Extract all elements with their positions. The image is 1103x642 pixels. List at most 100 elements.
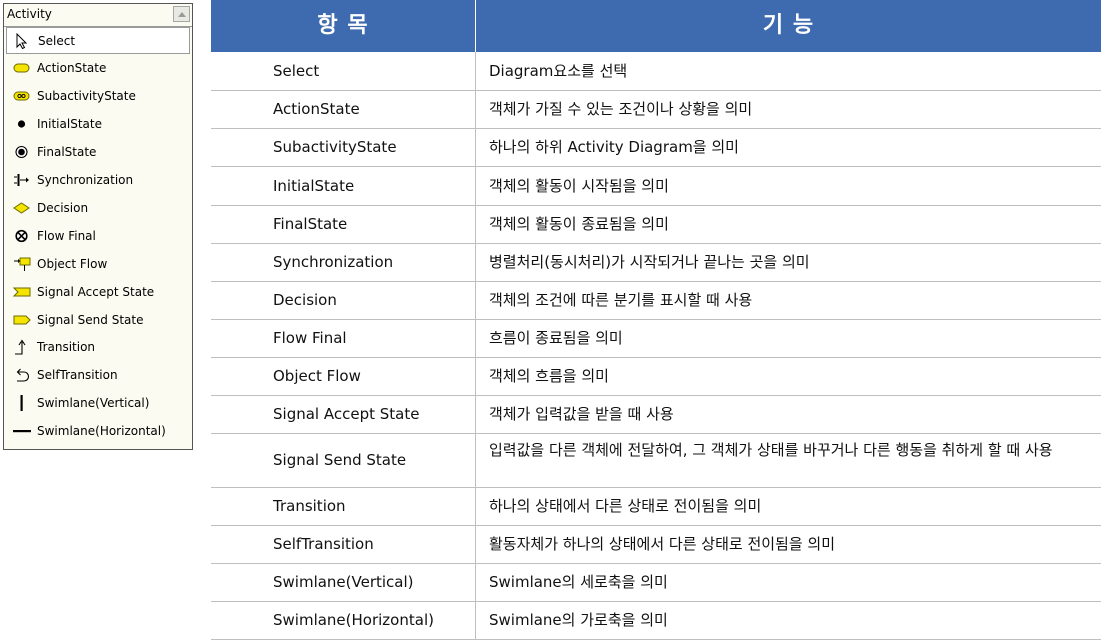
activity-palette: Activity Select ActionState SubactivitySta… bbox=[3, 3, 193, 450]
item-name-cell: Swimlane(Vertical) bbox=[273, 573, 414, 591]
palette-item-select[interactable]: Select bbox=[6, 27, 190, 54]
column-divider bbox=[475, 396, 476, 433]
signal-accept-icon bbox=[12, 284, 31, 300]
palette-item-label: Flow Final bbox=[37, 228, 96, 243]
palette-item-label: Select bbox=[38, 34, 76, 48]
column-divider bbox=[475, 282, 476, 319]
palette-item-label: Signal Accept State bbox=[37, 284, 155, 299]
table-row: Swimlane(Vertical) Swimlane의 세로축을 의미 bbox=[211, 564, 1101, 602]
column-divider bbox=[475, 129, 476, 166]
palette-item-transition[interactable]: Transition bbox=[6, 334, 190, 361]
palette-item-flow-final[interactable]: Flow Final bbox=[6, 223, 190, 250]
palette-item-subactivitystate[interactable]: SubactivityState bbox=[6, 83, 190, 110]
header-divider bbox=[475, 0, 476, 52]
cursor-arrow-icon bbox=[14, 32, 32, 50]
table-row: Transition 하나의 상태에서 다른 상태로 전이됨을 의미 bbox=[211, 488, 1101, 526]
palette-item-label: FinalState bbox=[37, 144, 97, 159]
item-name-cell: Swimlane(Horizontal) bbox=[273, 611, 434, 629]
table-row: Synchronization 병렬처리(동시처리)가 시작되거나 끝나는 곳을 … bbox=[211, 244, 1101, 282]
palette-item-selftransition[interactable]: SelfTransition bbox=[6, 362, 190, 389]
scroll-up-button[interactable] bbox=[173, 6, 190, 22]
function-desc-cell: 객체가 입력값을 받을 때 사용 bbox=[489, 405, 674, 423]
synchronization-icon bbox=[13, 172, 31, 188]
swimlane-vertical-icon bbox=[13, 395, 31, 412]
table-row: Signal Accept State 객체가 입력값을 받을 때 사용 bbox=[211, 396, 1101, 434]
palette-item-label: Swimlane(Horizontal) bbox=[37, 424, 166, 439]
item-name-cell: InitialState bbox=[273, 176, 355, 195]
table-row: ActionState 객체가 가질 수 있는 조건이나 상황을 의미 bbox=[211, 91, 1101, 129]
item-name-cell: SelfTransition bbox=[273, 535, 374, 553]
palette-item-decision[interactable]: Decision bbox=[6, 195, 190, 222]
table-row: Object Flow 객체의 흐름을 의미 bbox=[211, 358, 1101, 396]
palette-item-label: Transition bbox=[37, 340, 96, 355]
column-divider bbox=[475, 91, 476, 128]
palette-item-swimlane-vertical[interactable]: Swimlane(Vertical) bbox=[6, 390, 190, 417]
palette-item-swimlane-horizontal[interactable]: Swimlane(Horizontal) bbox=[6, 418, 190, 445]
table-row: SelfTransition 활동자체가 하나의 상태에서 다른 상태로 전이됨을… bbox=[211, 526, 1101, 564]
function-desc-cell: 객체의 조건에 따른 분기를 표시할 때 사용 bbox=[489, 291, 753, 309]
item-name-cell: FinalState bbox=[273, 215, 348, 233]
function-desc-cell: 병렬처리(동시처리)가 시작되거나 끝나는 곳을 의미 bbox=[489, 253, 810, 271]
signal-send-icon bbox=[13, 312, 31, 328]
function-desc-cell: 객체의 활동이 시작됨을 의미 bbox=[489, 176, 669, 195]
item-name-cell: Select bbox=[273, 61, 320, 80]
palette-item-label: ActionState bbox=[37, 60, 107, 75]
column-divider bbox=[475, 488, 476, 525]
table-header: 항 목 기 능 bbox=[211, 0, 1101, 52]
palette-item-label: Signal Send State bbox=[37, 312, 144, 327]
item-name-cell: Signal Accept State bbox=[273, 405, 420, 423]
item-name-cell: Decision bbox=[273, 291, 337, 309]
palette-item-signal-accept-state[interactable]: Signal Accept State bbox=[6, 279, 190, 306]
column-divider bbox=[475, 167, 476, 205]
table-row: InitialState 객체의 활동이 시작됨을 의미 bbox=[211, 167, 1101, 206]
palette-item-signal-send-state[interactable]: Signal Send State bbox=[6, 307, 190, 334]
function-desc-cell: 활동자체가 하나의 상태에서 다른 상태로 전이됨을 의미 bbox=[489, 535, 836, 553]
palette-item-label: SubactivityState bbox=[37, 88, 136, 103]
column-divider bbox=[475, 564, 476, 601]
palette-header: Activity bbox=[4, 4, 192, 27]
column-divider bbox=[475, 526, 476, 563]
palette-item-object-flow[interactable]: Object Flow bbox=[6, 251, 190, 278]
table-row: Select Diagram요소를 선택 bbox=[211, 52, 1101, 91]
column-divider bbox=[475, 358, 476, 395]
swimlane-horizontal-icon bbox=[13, 423, 31, 439]
function-desc-cell: 객체가 가질 수 있는 조건이나 상황을 의미 bbox=[489, 100, 753, 118]
column-divider bbox=[475, 602, 476, 639]
table-row: Decision 객체의 조건에 따른 분기를 표시할 때 사용 bbox=[211, 282, 1101, 320]
function-desc-cell: 객체의 활동이 종료됨을 의미 bbox=[489, 215, 669, 233]
palette-item-label: Decision bbox=[37, 200, 89, 215]
palette-item-synchronization[interactable]: Synchronization bbox=[6, 167, 190, 194]
column-divider bbox=[475, 244, 476, 281]
self-transition-icon bbox=[13, 367, 31, 383]
palette-item-actionstate[interactable]: ActionState bbox=[6, 55, 190, 82]
palette-item-label: SelfTransition bbox=[37, 368, 118, 383]
table-row: FinalState 객체의 활동이 종료됨을 의미 bbox=[211, 206, 1101, 244]
column-divider bbox=[475, 52, 476, 90]
table-row: Flow Final 흐름이 종료됨을 의미 bbox=[211, 320, 1101, 358]
flow-final-icon bbox=[13, 228, 31, 244]
header-function: 기 능 bbox=[762, 13, 815, 38]
item-name-cell: SubactivityState bbox=[273, 138, 397, 156]
table-row: Signal Send State 입력값을 다른 객체에 전달하여, 그 객체가… bbox=[211, 434, 1101, 488]
palette-item-finalstate[interactable]: FinalState bbox=[6, 139, 190, 166]
table-row: Swimlane(Horizontal) Swimlane의 가로축을 의미 bbox=[211, 602, 1101, 640]
decision-diamond-icon bbox=[13, 200, 31, 216]
palette-item-label: Object Flow bbox=[37, 256, 108, 271]
item-name-cell: ActionState bbox=[273, 100, 360, 118]
action-state-icon bbox=[13, 60, 31, 76]
palette-item-label: InitialState bbox=[37, 116, 102, 131]
function-desc-cell: 입력값을 다른 객체에 전달하여, 그 객체가 상태를 바꾸거나 다른 행동을 … bbox=[489, 441, 1053, 459]
function-desc-cell: 흐름이 종료됨을 의미 bbox=[489, 329, 623, 347]
column-divider bbox=[475, 434, 476, 487]
item-name-cell: Object Flow bbox=[273, 367, 361, 385]
palette-item-label: Synchronization bbox=[37, 172, 134, 187]
palette-item-initialstate[interactable]: InitialState bbox=[6, 111, 190, 138]
chevron-up-icon bbox=[178, 12, 186, 17]
column-divider bbox=[475, 320, 476, 357]
item-name-cell: Signal Send State bbox=[273, 451, 407, 469]
function-desc-cell: 객체의 흐름을 의미 bbox=[489, 367, 609, 385]
header-item: 항 목 bbox=[317, 13, 369, 38]
table-row: SubactivityState 하나의 하위 Activity Diagram을… bbox=[211, 129, 1101, 167]
object-flow-icon bbox=[13, 256, 31, 272]
palette-title: Activity bbox=[7, 7, 52, 21]
